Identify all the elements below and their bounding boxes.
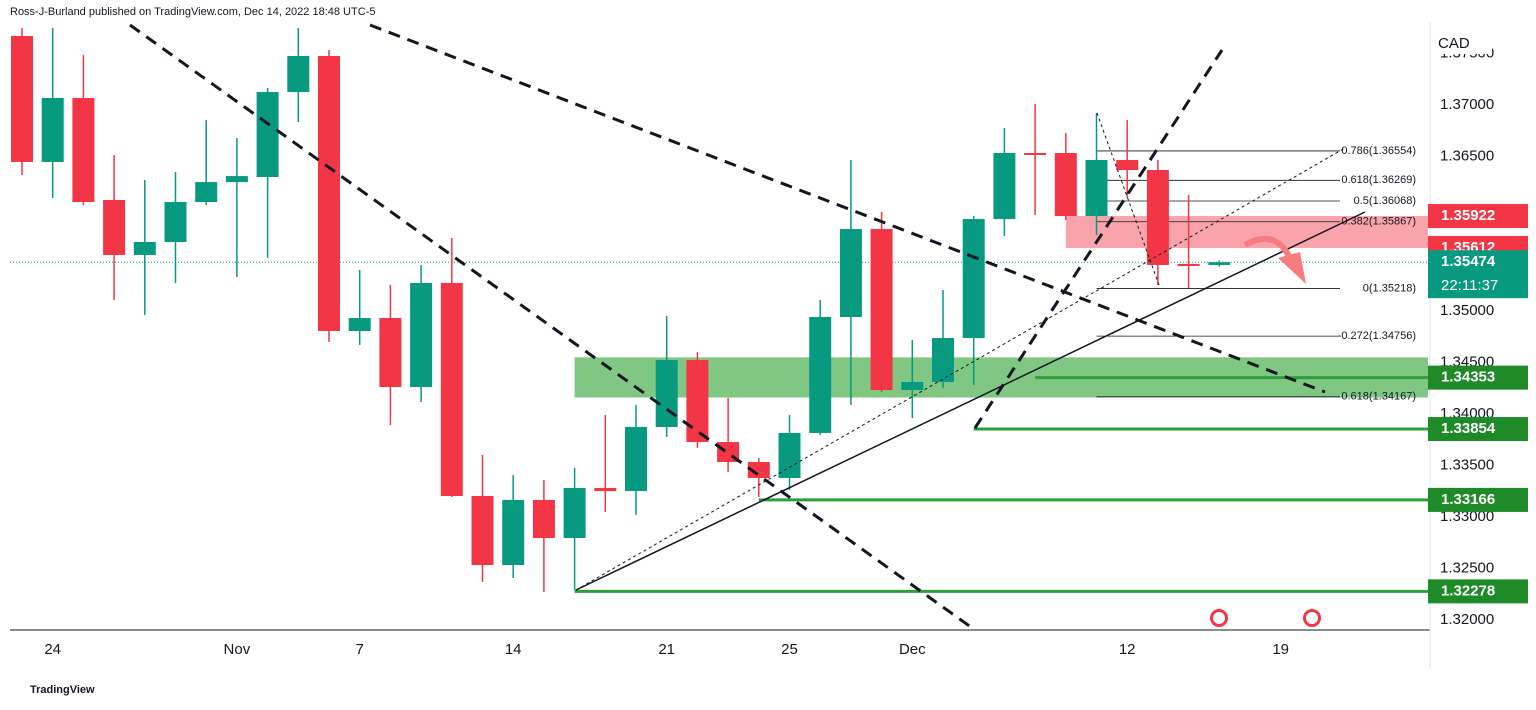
candle-body — [11, 36, 33, 162]
x-tick-label: 21 — [658, 641, 675, 658]
candle-body — [809, 316, 832, 433]
y-tick-label: 1.32000 — [1440, 611, 1494, 628]
fib-label: 0.5(1.36068) — [1354, 195, 1416, 207]
fib-label: 0(1.35218) — [1363, 282, 1416, 294]
fib-label: 0.382(1.35867) — [1341, 216, 1416, 228]
candle-body — [1054, 153, 1077, 217]
price-tag — [1428, 365, 1528, 390]
candle-body — [348, 318, 371, 331]
price-tag — [1428, 250, 1528, 299]
support-label: 1.33854 — [1441, 420, 1496, 437]
event-icons — [1210, 609, 1321, 627]
candle-body — [72, 98, 95, 203]
x-tick-label: 7 — [356, 641, 364, 658]
candle-body — [502, 500, 525, 566]
x-tick-label: Nov — [224, 641, 251, 658]
support-label: 1.34353 — [1441, 369, 1495, 386]
candle-body — [1116, 160, 1139, 171]
candle-body — [225, 176, 248, 183]
fib-label: -0.272(1.34756) — [1338, 330, 1416, 342]
candle-body — [901, 381, 924, 391]
candle-body — [318, 55, 340, 331]
x-tick-label: 19 — [1272, 641, 1289, 658]
trend-lines — [129, 23, 1366, 632]
fib-label: 0.618(1.34167) — [1341, 391, 1416, 403]
candle-body — [778, 432, 801, 478]
price-tag — [1428, 579, 1528, 604]
candle-body — [686, 360, 709, 443]
price-tag — [1428, 487, 1528, 512]
candle-body — [256, 92, 279, 178]
candle-body — [993, 153, 1016, 220]
fib-label: 0.786(1.36554) — [1341, 145, 1416, 157]
support-label: 1.32278 — [1441, 582, 1495, 599]
candle-body — [410, 282, 433, 388]
candle-body — [1208, 262, 1231, 265]
y-tick-label: 1.36500 — [1440, 147, 1494, 164]
candle-body — [594, 487, 617, 492]
countdown: 22:11:37 — [1441, 277, 1498, 294]
candle-body — [962, 219, 985, 338]
x-tick-label: 25 — [781, 641, 798, 658]
candle-body — [1024, 153, 1047, 156]
x-tick-label: 24 — [44, 641, 61, 658]
arrow — [1243, 235, 1293, 260]
candle-body — [532, 500, 555, 539]
y-tick-label: 1.35000 — [1440, 302, 1494, 319]
price-tag — [1428, 417, 1528, 442]
candle-body — [133, 242, 156, 255]
fib-label: 0.618(1.36269) — [1341, 174, 1416, 186]
candle-body — [379, 318, 402, 388]
candle-body — [164, 202, 187, 243]
currency-bg — [1432, 36, 1492, 54]
price-tag — [1428, 204, 1528, 229]
candle-body — [655, 360, 678, 427]
x-tick-label: Dec — [899, 641, 926, 658]
y-tick-label: 1.37000 — [1440, 96, 1494, 113]
candle-body — [103, 199, 126, 255]
currency: CAD — [1438, 35, 1470, 52]
candle-body — [41, 98, 64, 162]
candle-body — [625, 426, 647, 492]
candle-body — [747, 462, 770, 478]
y-tick-label: 1.33500 — [1440, 456, 1494, 473]
support-label: 1.33166 — [1441, 491, 1495, 508]
x-tick-label: 12 — [1119, 641, 1136, 658]
candle-body — [195, 182, 218, 203]
candle-body — [1177, 263, 1200, 267]
candle-body — [440, 282, 463, 496]
arrow-head — [1278, 252, 1306, 284]
y-tick-label: 1.32500 — [1440, 559, 1494, 576]
candle-body — [1085, 160, 1108, 217]
last-price-label: 1.35474 — [1441, 253, 1496, 270]
candle-body — [870, 229, 893, 391]
candle-body — [1146, 170, 1169, 265]
candle-body — [932, 337, 954, 382]
footer-logo: TradingView — [30, 684, 95, 696]
x-tick-label: 14 — [505, 641, 522, 658]
resistance-label: 1.35922 — [1441, 207, 1495, 224]
candle-body — [471, 495, 494, 566]
candle-body — [839, 229, 862, 317]
candle-body — [563, 487, 586, 539]
publisher: Ross-J-Burland published on TradingView.… — [10, 6, 375, 18]
y-tick-label: 1.33000 — [1440, 508, 1494, 525]
candle-body — [287, 55, 310, 93]
